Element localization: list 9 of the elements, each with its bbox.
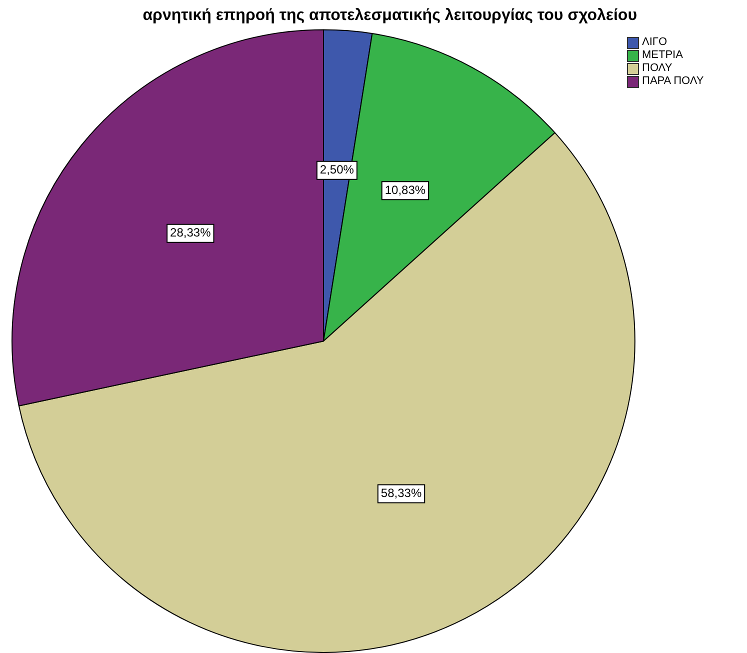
data-label: 28,33%	[170, 226, 212, 240]
chart-title: αρνητική επηροή της αποτελεσματικής λειτουργίας του σχολείου	[142, 7, 637, 24]
data-label: 10,83%	[384, 182, 426, 197]
data-label: 2,50%	[320, 162, 354, 177]
legend-label: ΛΙΓΟ	[642, 36, 668, 49]
legend-label: ΠΟΛΥ	[642, 62, 672, 75]
legend-label: ΜΕΤΡΙΑ	[642, 49, 683, 62]
data-label: 58,33%	[380, 486, 422, 500]
legend-label: ΠΑΡΑ ΠΟΛΥ	[642, 75, 704, 88]
